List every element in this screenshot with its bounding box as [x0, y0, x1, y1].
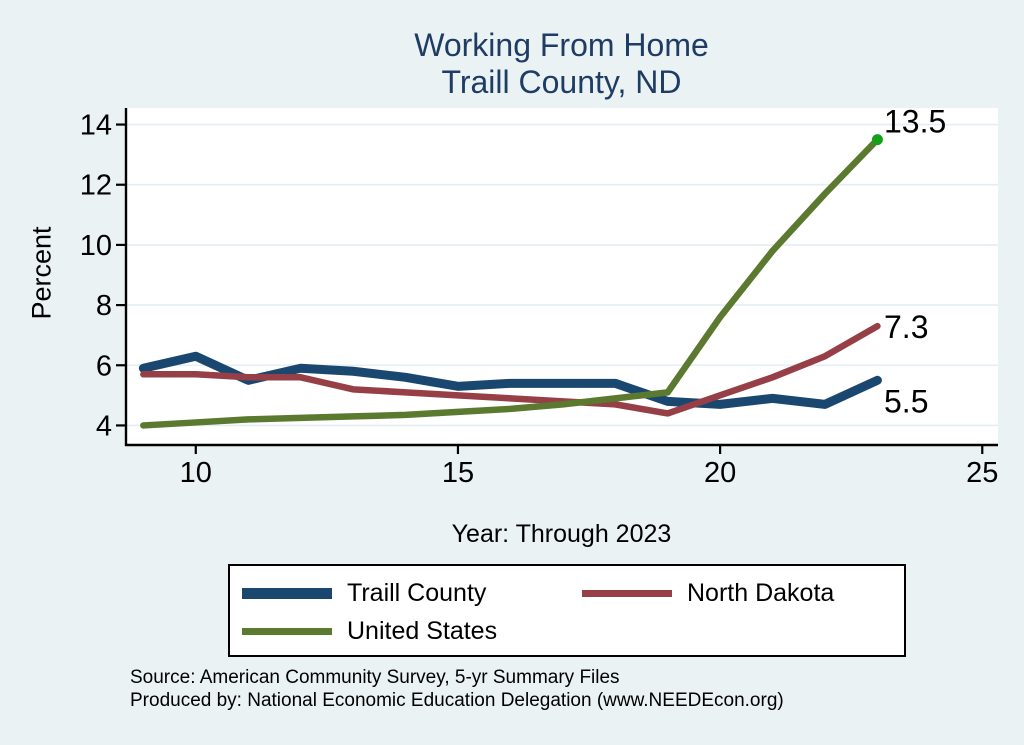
- x-tick-label-25: 25: [966, 457, 998, 485]
- legend-row-1: Traill County North Dakota: [242, 574, 904, 612]
- legend-item-traill-county: Traill County: [242, 579, 582, 608]
- legend-swatch-north-dakota: [582, 589, 672, 597]
- x-tick-label-15: 15: [442, 457, 474, 485]
- series-line-north-dakota: [140, 322, 881, 417]
- legend-label-traill-county: Traill County: [347, 578, 487, 607]
- end-value-label-united-states: 13.5: [884, 104, 946, 140]
- y-tick-label-12: 12: [80, 170, 112, 202]
- legend-swatch-traill-county: [242, 587, 332, 599]
- legend-item-united-states: United States: [242, 617, 582, 646]
- end-value-label-north-dakota: 7.3: [884, 309, 928, 345]
- x-axis-title: Year: Through 2023: [451, 520, 672, 548]
- end-value-label-traill-county: 5.5: [884, 383, 928, 419]
- legend: Traill County North Dakota United States: [228, 564, 906, 657]
- legend-swatch-united-states: [242, 627, 332, 635]
- x-tick-label-20: 20: [704, 457, 736, 485]
- plot-background: [125, 108, 998, 445]
- legend-item-north-dakota: North Dakota: [582, 579, 834, 608]
- y-tick-label-6: 6: [96, 350, 112, 382]
- chart-plot-area: 4 6 8 10 12 14 10 15 20 25 5.5 7.3 13.5: [80, 104, 999, 485]
- produced-by-line: Produced by: National Economic Education…: [130, 690, 784, 711]
- source-line: Source: American Community Survey, 5-yr …: [130, 667, 620, 688]
- legend-row-2: United States: [242, 612, 904, 650]
- chart-title-line2: Traill County, ND: [441, 64, 682, 100]
- chart-title: Working From Home Traill County, ND: [125, 27, 998, 101]
- y-tick-label-8: 8: [96, 290, 112, 322]
- series-line-united-states: [140, 136, 881, 429]
- chart-title-line1: Working From Home: [414, 27, 709, 63]
- x-tick-label-10: 10: [180, 457, 212, 485]
- us-series-end-dot: [871, 134, 883, 146]
- y-tick-label-14: 14: [80, 110, 112, 142]
- legend-label-north-dakota: North Dakota: [687, 578, 835, 607]
- legend-label-united-states: United States: [347, 616, 498, 645]
- y-tick-label-10: 10: [80, 230, 112, 262]
- source-note: Source: American Community Survey, 5-yr …: [130, 666, 784, 712]
- y-tick-label-4: 4: [96, 410, 112, 442]
